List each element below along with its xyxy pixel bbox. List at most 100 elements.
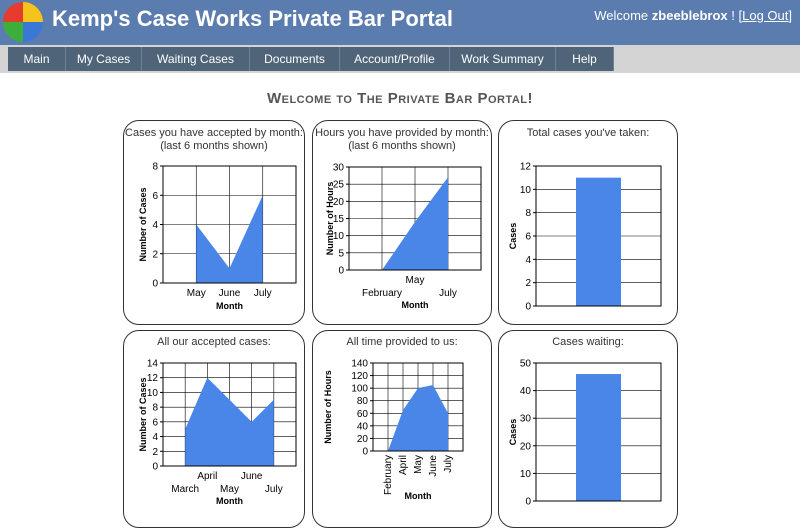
x-tick-label: June [219,288,241,299]
nav-item[interactable]: Work Summary [450,47,556,71]
bar [576,374,621,501]
y-tick-label: 50 [520,359,532,370]
nav-item[interactable]: Account/Profile [340,47,450,71]
x-tick-label: July [443,455,454,473]
nav-menu: Main My Cases Waiting Cases Documents Accoun… [8,47,614,71]
logout-link[interactable]: Log Out [742,8,789,23]
y-tick-label: 30 [333,163,345,174]
nav-item[interactable]: Documents [250,47,340,71]
chart-subtitle: (last 6 months shown) [160,140,268,152]
y-axis-label: Number of Hours [323,370,333,444]
y-tick-label: 20 [520,441,532,452]
chart-title: All our accepted cases: [157,336,271,348]
x-tick-label: May [187,288,206,299]
y-tick-label: 40 [520,386,532,397]
y-tick-label: 8 [152,162,158,173]
y-tick-label: 30 [520,414,532,425]
logo [3,2,43,42]
username: zbeeblebrox [651,8,728,23]
chart: All our accepted cases: 0 2 4 6 8 10 12 14 Number… [138,336,297,506]
x-tick-label: May [406,275,425,286]
chart-panel: Total cases you've taken: 0 2 4 6 8 10 12 Cases [498,120,678,325]
x-tick-label: July [265,484,283,495]
x-axis-label: Month [402,300,429,310]
y-tick-label: 10 [333,231,345,242]
x-tick-label: June [241,471,263,482]
y-tick-label: 10 [520,185,532,196]
y-tick-label: 8 [152,403,158,414]
chart-panel: Cases you have accepted by month: (last 6… [123,120,305,325]
y-tick-label: 0 [338,266,344,277]
y-tick-label: 0 [152,462,158,473]
chart-title: Hours you have provided by month: [315,127,489,139]
y-tick-label: 14 [147,359,159,370]
y-tick-label: 2 [152,447,158,458]
x-tick-label: April [197,471,217,482]
site-title: Kemp's Case Works Private Bar Portal [52,6,453,31]
y-tick-label: 0 [525,302,531,313]
y-tick-label: 80 [357,396,369,407]
y-tick-label: 0 [525,497,531,508]
welcome: Welcome zbeeblebrox ! [Log Out] [594,8,792,23]
x-tick-label: May [220,484,239,495]
x-axis-label: Month [216,496,243,506]
plot-border [348,166,482,271]
chart-title: All time provided to us: [346,336,457,348]
y-tick-label: 140 [351,359,368,370]
area [382,177,448,270]
chart-panel: All time provided to us: 0 20 40 60 80 100 120 1… [312,330,492,528]
chart: Cases waiting: 0 10 20 30 40 50 Cases [508,336,662,508]
nav-item[interactable]: Help [556,47,614,71]
plot-border [162,362,297,467]
welcome-text: Welcome [594,8,649,23]
welcome-title: Welcome to The Private Bar Portal! [266,90,534,107]
y-tick-label: 2 [152,249,158,260]
y-tick-label: 4 [525,255,531,266]
y-tick-label: 15 [333,214,345,225]
y-tick-label: 4 [152,220,158,231]
nav-item[interactable]: Main [8,47,66,71]
x-tick-label: May [413,455,424,474]
chart-panel: Cases waiting: 0 10 20 30 40 50 Cases [498,330,678,528]
y-tick-label: 12 [147,373,159,384]
x-tick-label: July [439,288,457,299]
area [185,377,274,466]
area [196,195,263,283]
chart-title: Total cases you've taken: [527,127,650,139]
y-tick-label: 4 [152,432,158,443]
nav-bar: Main My Cases Waiting Cases Documents Accoun… [0,45,800,73]
y-tick-label: 25 [333,180,345,191]
x-tick-label: February [383,455,394,495]
chart: Total cases you've taken: 0 2 4 6 8 10 12 Cases [508,127,662,313]
y-tick-label: 0 [152,279,158,290]
chart-panel: Hours you have provided by month: (last 6… [312,120,492,325]
chart-subtitle: (last 6 months shown) [348,140,456,152]
plot-border [535,165,662,307]
y-axis-label: Cases [508,223,518,250]
area [388,385,448,451]
chart: Hours you have provided by month:(last 6… [315,127,489,310]
y-tick-label: 12 [520,162,532,173]
y-axis-label: Number of Cases [138,187,148,261]
y-tick-label: 20 [333,197,345,208]
x-axis-label: Month [216,301,243,311]
chart-title: Cases waiting: [552,336,624,348]
y-tick-label: 0 [362,447,368,458]
y-tick-label: 60 [357,409,369,420]
bar [576,177,621,306]
y-tick-label: 6 [525,232,531,243]
y-tick-label: 2 [525,278,531,289]
x-axis-label: Month [405,491,432,501]
y-axis-label: Number of Cases [138,377,148,451]
x-tick-label: April [398,455,409,475]
separator: ! [ [731,8,743,23]
y-tick-label: 100 [351,384,368,395]
chart-title: Cases you have accepted by month: [125,127,303,139]
nav-item[interactable]: Waiting Cases [142,47,250,71]
y-tick-label: 10 [147,388,159,399]
y-tick-label: 10 [520,469,532,480]
x-tick-label: March [171,484,199,495]
nav-item[interactable]: My Cases [66,47,142,71]
